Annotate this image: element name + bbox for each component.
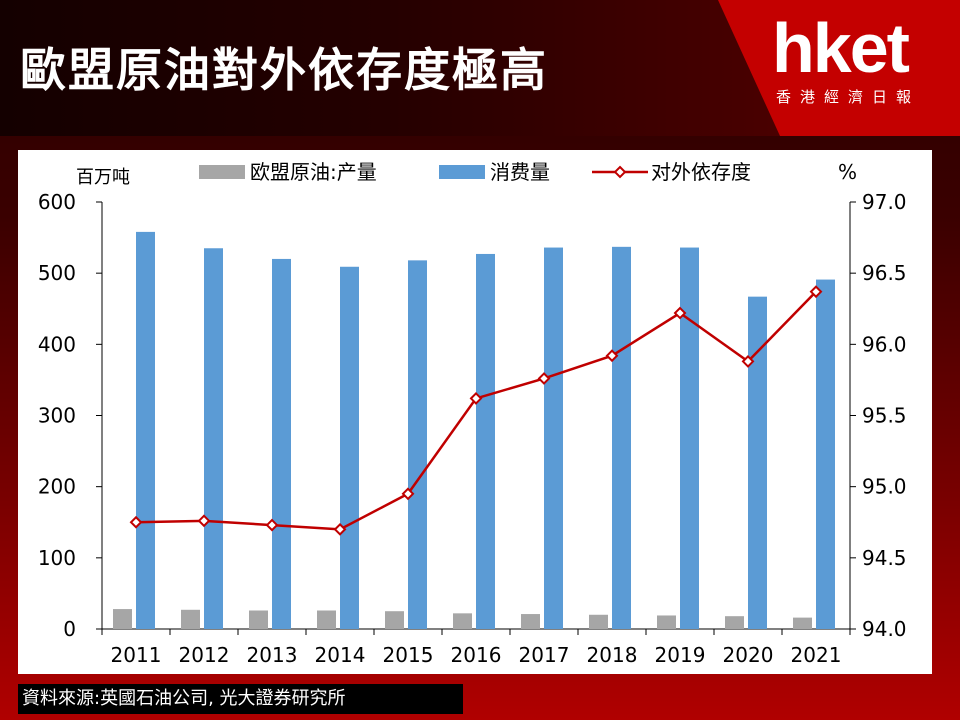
consumption-bar (408, 260, 427, 629)
right-axis-tick-label: 95.5 (862, 404, 907, 428)
source-note: 資料來源:英國石油公司, 光大證券研究所 (18, 684, 463, 714)
production-bar (385, 611, 404, 629)
x-axis-tick-label: 2017 (519, 643, 570, 667)
left-axis-tick-label: 300 (38, 404, 76, 428)
right-axis-tick-label: 96.5 (862, 261, 907, 285)
x-axis-tick-label: 2019 (655, 643, 706, 667)
right-axis-tick-label: 97.0 (862, 190, 907, 214)
left-axis-tick-label: 500 (38, 261, 76, 285)
x-axis-tick-label: 2020 (723, 643, 774, 667)
consumption-bar (340, 266, 359, 629)
chart-line (129, 285, 823, 536)
dependency-point (333, 522, 347, 536)
legend-swatch-dependency-marker (613, 165, 627, 179)
x-axis-tick-label: 2011 (111, 643, 162, 667)
consumption-bar (816, 279, 835, 629)
chart: 0 100 200 300 400 500 600 94.0 94.5 95.0 95.5 96.0 9… (38, 160, 907, 667)
dependency-point (605, 349, 619, 363)
right-axis-tick-label: 94.5 (862, 546, 907, 570)
legend-label-dependency: 对外依存度 (651, 160, 751, 184)
x-axis-tick-label: 2018 (587, 643, 638, 667)
x-axis-tick-label: 2021 (791, 643, 842, 667)
consumption-bar (544, 247, 563, 629)
logo: hket 香港經濟日報 (0, 0, 960, 136)
right-axis-tick-label: 96.0 (862, 332, 907, 356)
right-axis-tick-label: 95.0 (862, 475, 907, 499)
left-axis-tick-label: 0 (63, 617, 76, 641)
dependency-point (265, 518, 279, 532)
x-axis-tick-label: 2013 (247, 643, 298, 667)
dependency-point (129, 515, 143, 529)
consumption-bar (272, 258, 291, 629)
production-bar (521, 614, 540, 629)
legend-swatch-consumption (439, 165, 485, 179)
production-bar (793, 617, 812, 629)
logo-text: hket (772, 9, 910, 87)
chart-bars (113, 231, 835, 629)
right-axis-tick-label: 94.0 (862, 617, 907, 641)
production-bar (453, 613, 472, 629)
dependency-point (673, 306, 687, 320)
dependency-point (809, 285, 823, 299)
production-bar (725, 616, 744, 629)
dependency-point (401, 487, 415, 501)
page-title: 歐盟原油對外依存度極高 (20, 43, 548, 97)
production-bar (249, 610, 268, 629)
consumption-bar (136, 231, 155, 629)
consumption-bar (748, 296, 767, 629)
dependency-point (197, 514, 211, 528)
left-axis-tick-label: 200 (38, 475, 76, 499)
dependency-point (741, 354, 755, 368)
left-axis-tick-label: 100 (38, 546, 76, 570)
x-axis-tick-label: 2012 (179, 643, 230, 667)
chart-axes: 0 100 200 300 400 500 600 94.0 94.5 95.0 95.5 96.0 9… (38, 160, 907, 667)
left-axis-tick-label: 400 (38, 332, 76, 356)
production-bar (317, 610, 336, 629)
production-bar (113, 609, 132, 629)
consumption-bar (204, 248, 223, 629)
production-bar (589, 614, 608, 629)
left-axis-unit: 百万吨 (76, 167, 130, 188)
consumption-bar (680, 247, 699, 629)
x-axis-tick-label: 2015 (383, 643, 434, 667)
legend-label-consumption: 消费量 (490, 160, 550, 184)
chart-legend: 欧盟原油:产量 消费量 对外依存度 (199, 160, 751, 184)
dependency-point (537, 372, 551, 385)
x-axis-tick-label: 2014 (315, 643, 366, 667)
logo-background-shape (718, 0, 960, 136)
legend-label-production: 欧盟原油:产量 (250, 160, 377, 184)
dependency-point (469, 392, 483, 405)
chart-panel: 0 100 200 300 400 500 600 94.0 94.5 95.0 95.5 96.0 9… (18, 150, 932, 674)
consumption-bar (476, 253, 495, 629)
logo-subtitle: 香港經濟日報 (776, 88, 921, 106)
x-axis-tick-label: 2016 (451, 643, 502, 667)
right-axis-unit: % (838, 160, 857, 184)
production-bar (657, 615, 676, 629)
left-axis-tick-label: 600 (38, 190, 76, 214)
consumption-bar (612, 246, 631, 629)
legend-swatch-production (199, 165, 245, 179)
production-bar (181, 609, 200, 629)
